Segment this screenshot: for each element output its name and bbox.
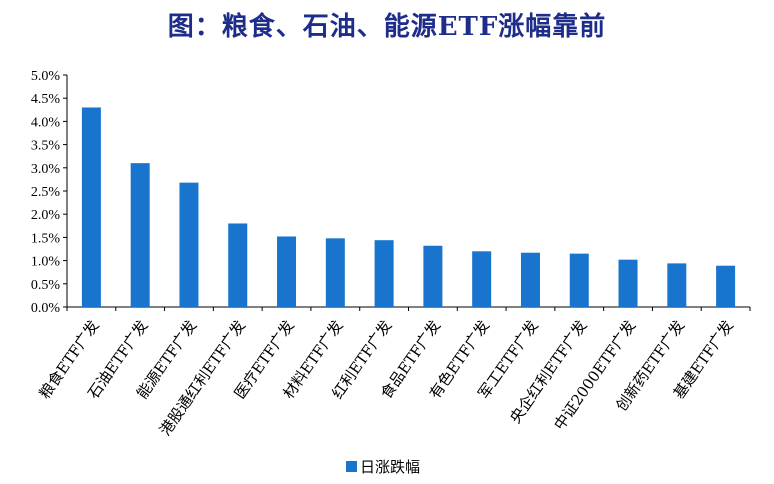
bar	[569, 253, 589, 307]
bar	[423, 245, 443, 307]
y-tick-label: 3.0%	[31, 162, 61, 177]
bar	[472, 251, 492, 307]
y-tick-label: 0.0%	[31, 301, 61, 316]
y-axis: 0.0% 0.5% 1.0% 1.5% 2.0% 2.5% 3.0% 3.5% 4.0% 4.5%…	[31, 69, 751, 316]
bar	[277, 236, 297, 307]
bar	[716, 265, 736, 307]
y-tick-label: 5.0%	[31, 69, 61, 84]
y-tick-label: 4.0%	[31, 115, 61, 130]
legend: 日涨跌幅	[346, 456, 420, 476]
legend-swatch	[346, 460, 357, 472]
y-tick-label: 1.0%	[31, 255, 61, 270]
y-tick-label: 3.5%	[31, 139, 61, 154]
y-tick-label: 2.5%	[31, 185, 61, 200]
bar	[667, 263, 687, 307]
legend-label: 日涨跌幅	[360, 457, 421, 476]
bar	[81, 107, 101, 307]
bar	[130, 163, 150, 307]
bar	[325, 238, 345, 307]
bar	[179, 182, 199, 307]
y-tick-label: 1.5%	[31, 231, 61, 246]
x-tick-label: 港股通红利ETF广发	[156, 317, 249, 439]
bars	[81, 107, 736, 307]
x-axis-labels: 粮食ETF广发石油ETF广发能源ETF广发港股通红利ETF广发医疗ETF广发材料…	[36, 317, 737, 439]
y-tick-label: 2.0%	[31, 208, 61, 223]
y-tick-label: 0.5%	[31, 278, 61, 293]
bar	[228, 223, 248, 307]
chart-title: 图：粮食、石油、能源ETF涨幅靠前	[167, 12, 607, 42]
bar	[374, 240, 394, 307]
y-tick-label: 4.5%	[31, 92, 61, 107]
bar	[618, 259, 638, 307]
bar	[520, 252, 540, 307]
